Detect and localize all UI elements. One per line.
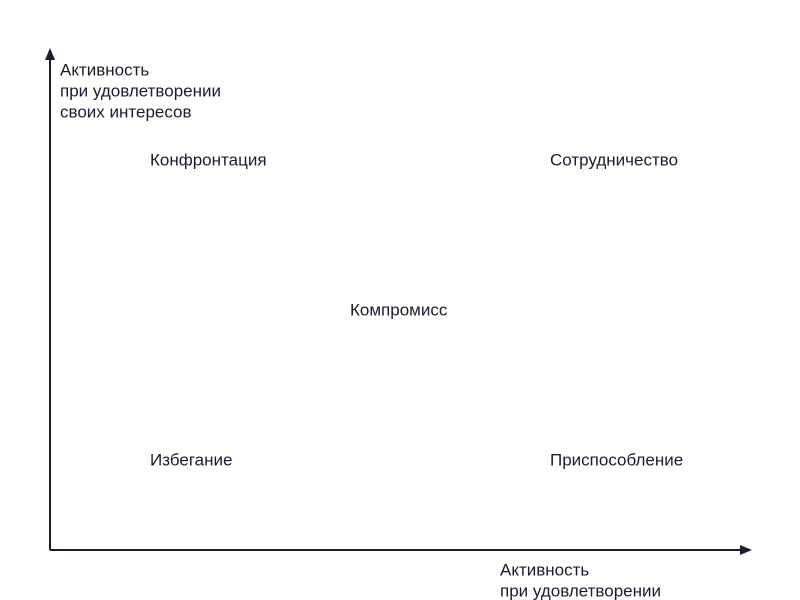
node-label: Приспособление (550, 450, 683, 469)
node-label: Компромисс (350, 300, 448, 319)
y-axis-arrow (45, 48, 55, 60)
x-axis-label: при удовлетворении (500, 581, 661, 600)
x-axis-arrow (740, 545, 752, 555)
y-axis-label: своих интересов (60, 102, 192, 121)
y-axis-label: при удовлетворении (60, 81, 221, 100)
node-label: Сотрудничество (550, 150, 678, 169)
node-label: Избегание (150, 450, 232, 469)
node-label: Конфронтация (150, 150, 267, 169)
y-axis-label: Активность (60, 60, 149, 79)
x-axis-label: Активность (500, 560, 589, 579)
